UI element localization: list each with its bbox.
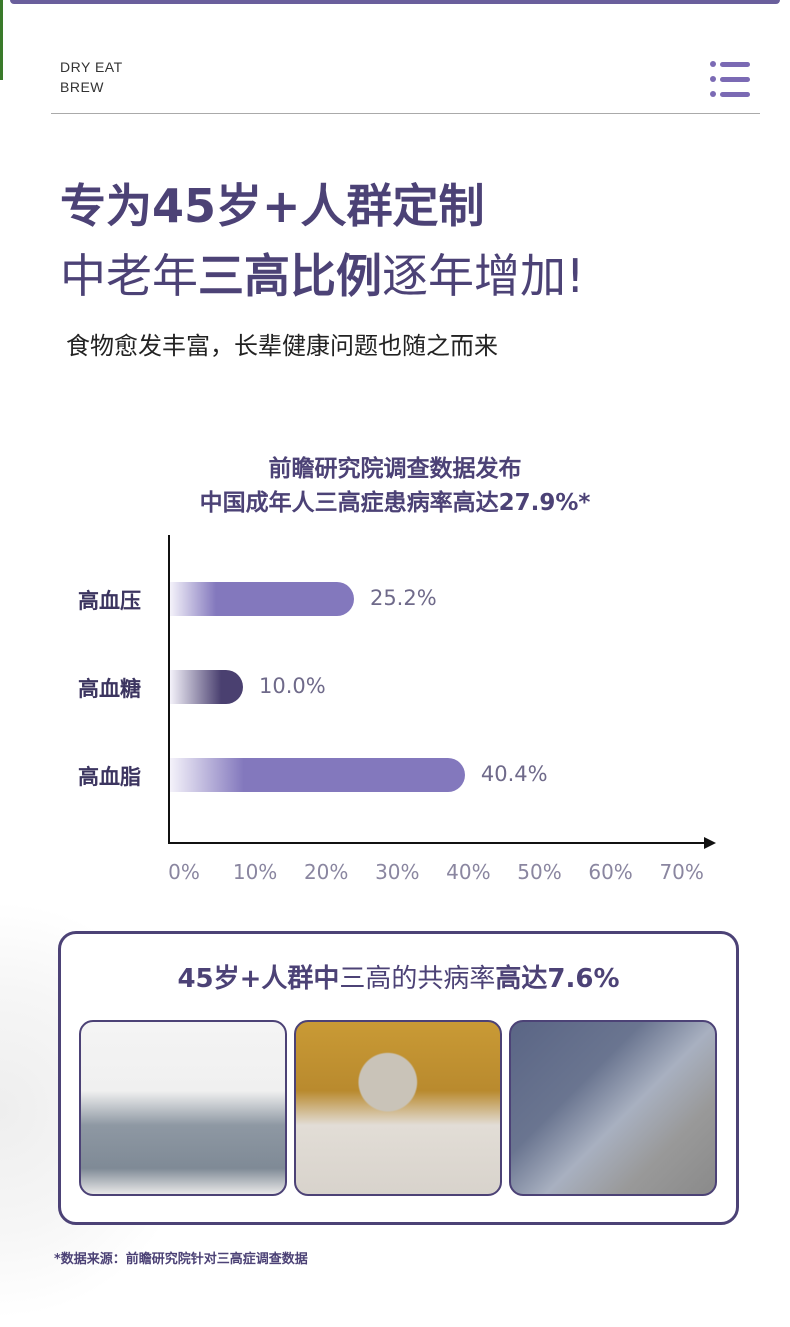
x-tick-label: 10% bbox=[232, 860, 278, 884]
value-label: 25.2% bbox=[369, 586, 437, 610]
chart-title-line2: 中国成年人三高症患病率高达27.9%* bbox=[199, 490, 591, 516]
x-tick-label: 20% bbox=[303, 860, 349, 884]
divider bbox=[51, 113, 760, 114]
footnote: *数据来源：前瞻研究院针对三高症调查数据 bbox=[54, 1252, 308, 1267]
x-tick-label: 50% bbox=[517, 860, 562, 884]
photo-woman-chest-pain bbox=[294, 1020, 502, 1196]
subtitle: 食物愈发丰富，长辈健康问题也随之而来 bbox=[66, 332, 498, 360]
x-tick-label: 40% bbox=[446, 860, 491, 884]
headline-line1: 专为45岁+人群定制 bbox=[60, 179, 485, 233]
x-tick-label: 30% bbox=[375, 860, 420, 884]
card-title: 45岁+人群中三高的共病率高达7.6% bbox=[177, 964, 620, 994]
bar-1 bbox=[170, 670, 243, 704]
value-label: 10.0% bbox=[259, 674, 326, 698]
chart-axes bbox=[168, 535, 716, 849]
brand-logo: DRY EAT BREW bbox=[60, 57, 123, 97]
x-tick-label: 60% bbox=[588, 860, 633, 884]
value-label: 40.4% bbox=[480, 762, 548, 786]
category-label: 高血脂 bbox=[78, 765, 141, 789]
chart-title: 前瞻研究院调查数据发布 中国成年人三高症患病率高达27.9%* bbox=[0, 452, 790, 520]
top-bar bbox=[10, 0, 780, 4]
x-tick-label: 0% bbox=[168, 860, 200, 884]
brand-line1: DRY EAT bbox=[60, 59, 123, 75]
category-label: 高血糖 bbox=[78, 677, 141, 701]
bar-0 bbox=[170, 582, 354, 616]
category-label: 高血压 bbox=[78, 589, 141, 613]
headline-line2: 中老年三高比例逐年增加! bbox=[60, 249, 585, 303]
photo-man-in-bed bbox=[509, 1020, 717, 1196]
chart-title-line1: 前瞻研究院调查数据发布 bbox=[268, 456, 522, 482]
list-menu-icon[interactable] bbox=[710, 60, 752, 105]
edge-decoration bbox=[0, 0, 3, 80]
x-tick-label: 70% bbox=[659, 860, 704, 884]
bar-2 bbox=[170, 758, 465, 792]
brand-line2: BREW bbox=[60, 79, 104, 95]
x-axis-arrow bbox=[704, 837, 716, 849]
comorbidity-card: 45岁+人群中三高的共病率高达7.6% bbox=[58, 931, 739, 1225]
photo-man-headache bbox=[79, 1020, 287, 1196]
